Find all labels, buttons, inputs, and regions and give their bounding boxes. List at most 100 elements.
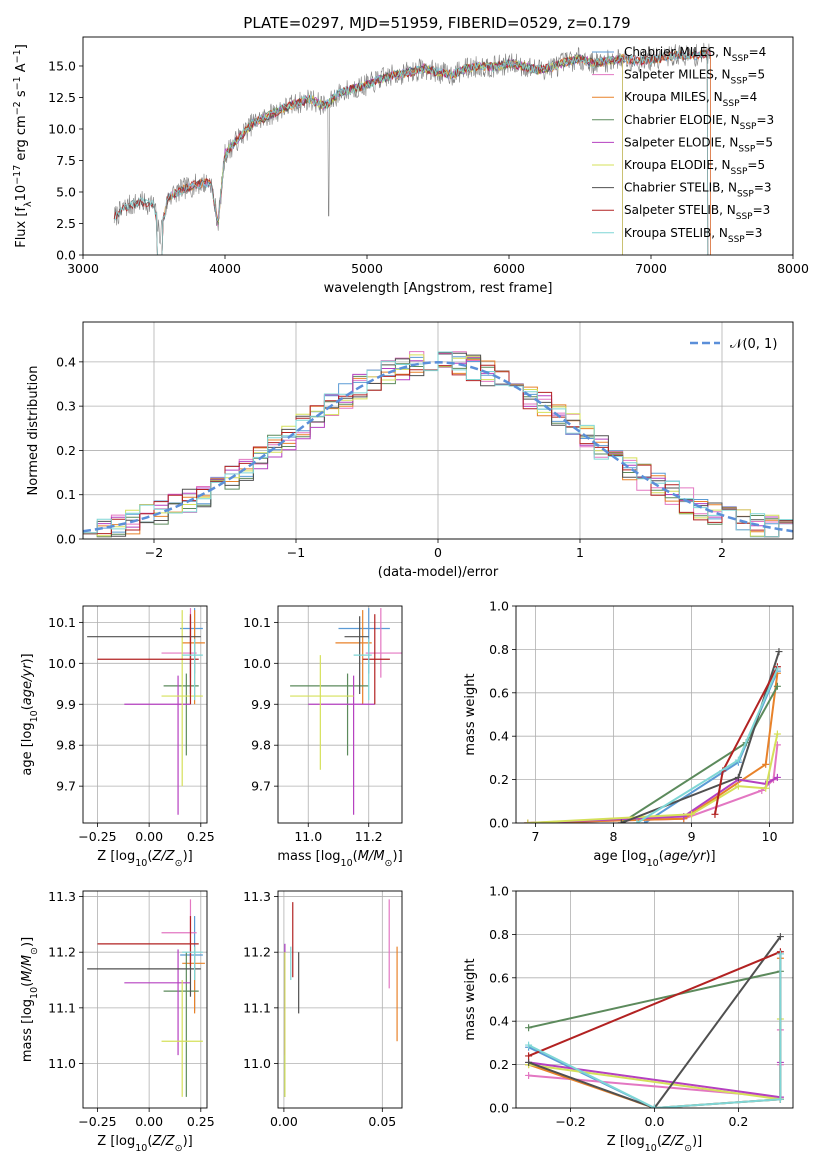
x-tick-label: 8000 xyxy=(777,261,809,276)
y-tick-label: 0.1 xyxy=(56,487,76,502)
x-tick-label: 3000 xyxy=(67,261,99,276)
mass-vs-Z-plot-area xyxy=(87,899,205,1097)
panels: 3000 4000 5000 6000 7000 80000.02.55.07.510.0… xyxy=(12,36,809,1154)
y-tick-label: 5.0 xyxy=(56,184,76,199)
y-tick-label: 10.1 xyxy=(243,615,271,630)
y-tick-label: 0.0 xyxy=(489,816,509,831)
data-point-marker xyxy=(773,730,781,738)
x-axis-label: Z [log10(Z/Z⊙)] xyxy=(97,1134,192,1154)
legend-label: Chabrier ELODIE, NSSP=3 xyxy=(624,113,774,132)
x-tick-label: −1 xyxy=(287,545,305,560)
x-tick-label: 11.0 xyxy=(294,829,322,844)
x-axis-label: wavelength [Angstrom, rest frame] xyxy=(324,281,553,296)
axes-frame xyxy=(515,605,794,824)
residuals-plot-area xyxy=(83,351,793,539)
x-tick-label: 0.05 xyxy=(368,1114,396,1129)
data-point-marker xyxy=(734,773,742,781)
axes-frame xyxy=(82,321,794,540)
mass-weight-vs-age-panel: 7 8 9 10 0.0 0.2 0.4 0.6 0.8 1.0 age [log10(age/yr… xyxy=(463,599,794,869)
x-tick-label: 0 xyxy=(434,545,442,560)
legend-label: Kroupa STELIB, NSSP=3 xyxy=(624,226,762,245)
x-tick-label: 4000 xyxy=(209,261,241,276)
y-tick-label: 11.3 xyxy=(48,889,76,904)
x-tick-label: 7000 xyxy=(635,261,667,276)
y-tick-label: 10.1 xyxy=(48,615,76,630)
axes-frame xyxy=(277,890,403,1109)
data-point-marker xyxy=(525,1058,533,1066)
y-tick-label: 0.0 xyxy=(489,1101,509,1116)
x-tick-label: 6000 xyxy=(493,261,525,276)
y-tick-label: 9.7 xyxy=(56,779,76,794)
age-vs-Z-panel: −0.25 0.00 0.25 9.7 9.8 9.9 10.0 10.1 Z [log10(Z… xyxy=(20,605,215,869)
x-tick-label: 11.2 xyxy=(355,829,383,844)
mass-weight-vs-Z-panel: −0.2 0.0 0.2 0.0 0.2 0.4 0.6 0.8 1.0 Z [log10(Z/Z… xyxy=(463,884,794,1154)
axes-frame xyxy=(277,605,403,824)
mass-vs-ebv-plot-area xyxy=(284,899,398,1097)
y-axis-label: mass weight xyxy=(463,673,478,755)
y-tick-label: 11.1 xyxy=(48,1000,76,1015)
mass-vs-ebv-panel: 0.00 0.05 11.0 11.1 11.2 11.3 xyxy=(243,889,403,1129)
y-tick-label: 9.8 xyxy=(56,738,76,753)
mass-weight-line-6 xyxy=(528,936,782,1108)
x-tick-label: −2 xyxy=(145,545,163,560)
spectrum-panel: 3000 4000 5000 6000 7000 8000 0.0 2.5 5.0 7.5 10.0… xyxy=(12,36,809,296)
data-point-marker xyxy=(711,810,719,818)
y-tick-label: 0.3 xyxy=(56,399,76,414)
age-vs-Z-plot-area xyxy=(87,608,205,815)
y-tick-label: 1.0 xyxy=(489,599,509,614)
y-tick-label: 0.8 xyxy=(489,927,509,942)
axes-frame xyxy=(515,890,794,1109)
y-axis-label: age [log10(age/yr)] xyxy=(20,653,40,775)
x-tick-label: 9 xyxy=(688,829,696,844)
axes-frame xyxy=(82,890,208,1109)
y-tick-label: 11.1 xyxy=(243,1000,271,1015)
y-tick-label: 0.2 xyxy=(56,443,76,458)
y-tick-label: 11.0 xyxy=(243,1056,271,1071)
legend-label: Chabrier STELIB, NSSP=3 xyxy=(624,181,772,200)
x-tick-label: 0.2 xyxy=(728,1114,748,1129)
y-tick-label: 11.2 xyxy=(243,945,271,960)
mass-vs-Z-panel: −0.25 0.00 0.25 11.0 11.1 11.2 11.3 Z [log10(Z/… xyxy=(20,889,215,1153)
y-tick-label: 10.0 xyxy=(243,656,271,671)
data-point-marker xyxy=(762,784,770,792)
data-point-marker xyxy=(524,819,532,823)
x-axis-label: Z [log10(Z/Z⊙)] xyxy=(97,849,192,869)
x-tick-label: 5000 xyxy=(351,261,383,276)
y-tick-label: 9.8 xyxy=(251,738,271,753)
age-vs-mass-panel: 11.0 11.2 9.7 9.8 9.9 10.0 10.1 mass [log10(M/M… xyxy=(243,605,403,869)
x-tick-label: 0.00 xyxy=(135,1114,163,1129)
data-point-marker xyxy=(651,1104,658,1108)
y-tick-label: 11.0 xyxy=(48,1056,76,1071)
x-tick-label: −0.2 xyxy=(555,1114,585,1129)
data-point-marker xyxy=(688,810,696,818)
normal-reference-curve xyxy=(83,361,793,533)
mass-weight-vs-Z-plot-area xyxy=(525,933,784,1108)
legend-label: Salpeter MILES, NSSP=5 xyxy=(624,68,765,87)
x-tick-label: 2 xyxy=(718,545,726,560)
y-tick-label: 15.0 xyxy=(48,58,76,73)
legend-label: Kroupa MILES, NSSP=4 xyxy=(624,90,757,109)
y-axis-label: Flux [fλ10−17 erg cm−2 s−1 A−1] xyxy=(12,44,34,248)
y-tick-label: 0.4 xyxy=(489,1014,509,1029)
model-spectrum-8 xyxy=(113,50,709,255)
y-axis-label: Normed distribution xyxy=(26,366,41,496)
y-tick-label: 0.4 xyxy=(56,354,76,369)
x-tick-label: 8 xyxy=(610,829,618,844)
age-vs-mass-plot-area xyxy=(290,608,402,815)
x-tick-label: 0.00 xyxy=(135,829,163,844)
x-tick-label: 1 xyxy=(576,545,584,560)
mass-weight-line-8 xyxy=(528,953,782,1108)
data-point-marker xyxy=(525,1052,533,1060)
x-axis-label: (data-model)/error xyxy=(378,565,499,580)
legend-label: Kroupa ELODIE, NSSP=5 xyxy=(624,158,765,177)
x-tick-label: −0.25 xyxy=(78,829,116,844)
y-tick-label: 0.0 xyxy=(56,248,76,263)
x-tick-label: 10 xyxy=(762,829,778,844)
data-point-marker xyxy=(775,648,783,656)
data-point-marker xyxy=(633,819,641,823)
y-tick-label: 0.0 xyxy=(56,532,76,547)
figure-title: PLATE=0297, MJD=51959, FIBERID=0529, z=0… xyxy=(243,14,630,32)
x-tick-label: −0.25 xyxy=(78,1114,116,1129)
data-point-marker xyxy=(734,756,742,764)
